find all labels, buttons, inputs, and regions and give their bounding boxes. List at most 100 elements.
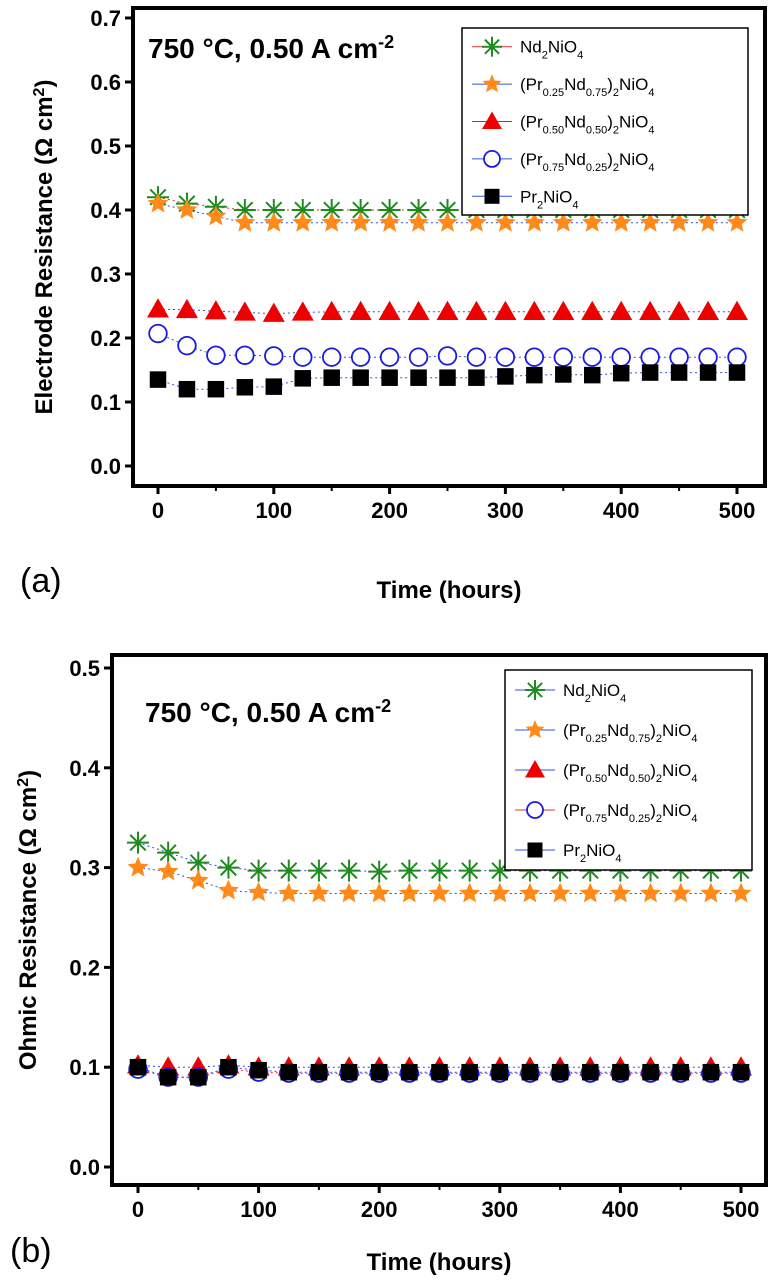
square-marker	[310, 1063, 328, 1081]
asterisk-stroke	[410, 201, 428, 219]
triangle-marker	[349, 300, 372, 321]
star-marker	[482, 74, 502, 93]
text-part: 750 °C, 0.50 A cm	[145, 697, 375, 728]
asterisk-marker	[233, 199, 256, 221]
circle-marker	[235, 345, 255, 365]
circle-marker	[148, 323, 168, 344]
square-marker	[582, 1063, 599, 1081]
star-marker	[489, 882, 511, 903]
asterisk-stroke	[250, 862, 268, 880]
legend-item: Pr2NiO4	[515, 841, 622, 865]
x-tick-label: 100	[240, 1197, 277, 1222]
asterisk-stroke	[159, 844, 177, 862]
asterisk-stroke	[265, 201, 283, 219]
asterisk-stroke	[294, 201, 312, 219]
star-marker	[519, 882, 541, 903]
star-marker	[368, 882, 390, 903]
triangle-marker	[262, 302, 285, 322]
star-marker	[549, 882, 571, 903]
asterisk-stroke	[439, 201, 456, 219]
star-marker	[726, 211, 748, 232]
asterisk-marker	[428, 859, 451, 882]
star-marker	[157, 860, 179, 881]
star-marker	[292, 211, 314, 232]
square-marker	[484, 188, 500, 204]
y-tick-label: 0.5	[90, 134, 121, 159]
square-marker	[672, 1063, 689, 1081]
legend-item: (Pr0.50Nd0.50)2NiO4	[515, 760, 697, 785]
asterisk-marker	[307, 859, 330, 882]
asterisk-marker	[217, 856, 240, 879]
triangle-marker	[147, 298, 169, 318]
x-tick-label: 500	[719, 498, 756, 523]
circle-marker	[322, 347, 342, 367]
subscript: 4	[577, 50, 583, 62]
y-tick-label: 0.1	[90, 390, 121, 415]
asterisk-stroke	[381, 201, 399, 219]
subscript: 4	[648, 162, 654, 174]
star-marker	[127, 856, 149, 877]
x-axis-label: Time (hours)	[367, 1249, 512, 1276]
circle-marker	[582, 347, 602, 367]
asterisk-stroke	[527, 682, 543, 698]
y-tick-label: 0.7	[90, 6, 121, 31]
square-marker	[728, 364, 746, 381]
circle-marker	[553, 347, 574, 367]
subscript: 0.25	[586, 733, 607, 745]
star-marker	[218, 879, 239, 900]
asterisk-marker	[458, 859, 481, 882]
y-tick-label: 0.1	[69, 1055, 100, 1080]
square-marker	[250, 1061, 267, 1079]
legend-label: (Pr0.50Nd0.50)2NiO4	[563, 761, 697, 785]
triangle-marker	[407, 300, 430, 321]
square-marker	[699, 364, 717, 381]
y-tick-label: 0.4	[90, 198, 121, 223]
asterisk-stroke	[129, 834, 147, 852]
text-part: NiO	[586, 841, 615, 860]
star-marker	[187, 869, 209, 890]
star-marker	[523, 211, 545, 232]
square-marker	[461, 1063, 478, 1081]
asterisk-stroke	[219, 859, 237, 877]
square-marker	[178, 380, 196, 398]
square-marker	[468, 369, 485, 386]
subscript: 0.75	[543, 162, 564, 174]
triangle-marker	[320, 300, 343, 321]
legend: Nd2NiO4(Pr0.25Nd0.75)2NiO4(Pr0.50Nd0.50)…	[461, 27, 749, 216]
y-tick-label: 0.2	[90, 326, 121, 351]
legend-label: (Pr0.75Nd0.25)2NiO4	[520, 150, 654, 174]
legend-item: (Pr0.75Nd0.25)2NiO4	[515, 801, 697, 825]
text-part: (Pr	[520, 113, 543, 132]
star-marker	[697, 211, 719, 232]
square-marker	[190, 1068, 207, 1086]
triangle-marker	[523, 300, 546, 321]
asterisk-marker	[157, 841, 180, 864]
y-tick-label: 0.0	[69, 1155, 100, 1180]
asterisk-marker	[368, 860, 391, 883]
panel-label: (a)	[20, 562, 62, 600]
text-part: (Pr	[563, 761, 586, 780]
square-marker	[431, 1063, 448, 1081]
subscript: 2	[656, 813, 662, 825]
subscript: 2	[656, 773, 662, 785]
asterisk-stroke	[352, 201, 370, 219]
subscript: 2	[613, 87, 619, 99]
text-part: )	[650, 801, 656, 820]
square-marker	[526, 366, 543, 384]
legend-label: (Pr0.75Nd0.25)2NiO4	[563, 801, 697, 825]
text-part: NiO	[543, 187, 572, 206]
triangle-marker	[552, 300, 575, 321]
square-marker	[340, 1063, 358, 1081]
asterisk-stroke	[323, 201, 341, 219]
square-marker	[294, 370, 311, 387]
text-part: )	[15, 770, 42, 778]
triangle-marker	[494, 300, 517, 321]
square-marker	[352, 369, 369, 386]
asterisk-stroke	[280, 862, 298, 880]
square-marker	[207, 380, 225, 398]
legend-label: Nd2NiO4	[520, 38, 583, 62]
circle-marker	[408, 347, 429, 367]
circle-marker	[526, 801, 544, 819]
star-marker	[466, 211, 487, 232]
star-marker	[494, 211, 516, 232]
